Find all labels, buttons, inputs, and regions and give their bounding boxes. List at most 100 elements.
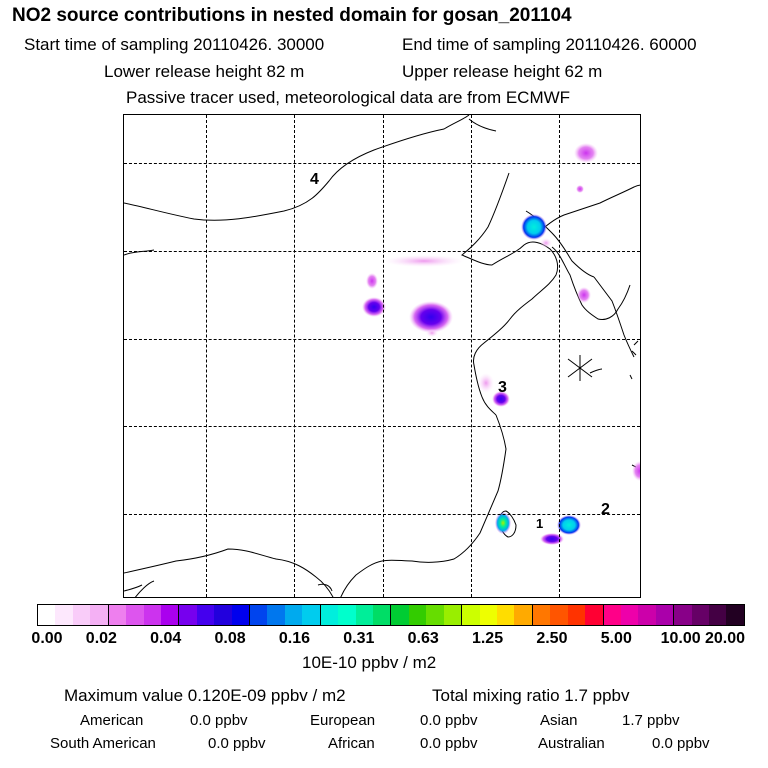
plume-east-taiwan-a bbox=[557, 515, 581, 535]
island-ryukyu-d bbox=[633, 340, 639, 346]
australian-value: 0.0 ppbv bbox=[652, 735, 710, 752]
colorbar-unit: 10E-10 ppbv / m2 bbox=[302, 653, 437, 672]
gridline-v5 bbox=[559, 115, 560, 597]
coast-northeast bbox=[533, 184, 640, 238]
colorbar-swatch bbox=[496, 605, 515, 625]
colorbar-swatch bbox=[214, 605, 232, 625]
african-value: 0.0 ppbv bbox=[420, 735, 478, 752]
upper-release-height: Upper release height 62 m bbox=[402, 62, 603, 81]
border-vn bbox=[124, 584, 143, 592]
coast-korea-peninsula bbox=[593, 276, 635, 358]
south-american-value: 0.0 ppbv bbox=[208, 735, 266, 752]
colorbar-swatch bbox=[90, 605, 109, 625]
colorbar-swatch bbox=[196, 605, 215, 625]
concentration-plumes bbox=[362, 143, 640, 545]
plume-northeast bbox=[521, 214, 547, 240]
receptor-star-icon bbox=[567, 355, 593, 381]
tracer-note: Passive tracer used, meteorological data… bbox=[126, 88, 571, 107]
colorbar-swatch bbox=[674, 605, 692, 625]
american-label: American bbox=[80, 712, 144, 729]
gridline-h5 bbox=[124, 514, 640, 515]
gridline-v4 bbox=[471, 115, 472, 597]
lower-release-height: Lower release height 82 m bbox=[104, 62, 305, 81]
colorbar-swatch bbox=[426, 605, 444, 625]
plume-north bbox=[574, 143, 598, 163]
colorbar-swatch bbox=[126, 605, 144, 625]
european-label: European bbox=[310, 712, 376, 729]
plume-center-tail bbox=[426, 329, 438, 337]
coast-japan bbox=[589, 368, 603, 374]
colorbar-swatch bbox=[302, 605, 321, 625]
colorbar-swatch bbox=[72, 605, 91, 625]
border-south-a bbox=[124, 548, 334, 597]
coast-bohai bbox=[461, 172, 559, 416]
colorbar-tick-label: 0.63 bbox=[407, 630, 439, 647]
plume-ne-tail bbox=[540, 238, 552, 248]
colorbar-swatch bbox=[373, 605, 392, 625]
gridline-h4 bbox=[124, 426, 640, 427]
colorbar-swatch bbox=[603, 605, 621, 625]
colorbar-swatch bbox=[231, 605, 251, 625]
colorbar-swatch bbox=[532, 605, 551, 625]
colorbar-tick-label: 2.50 bbox=[536, 630, 568, 647]
colorbar-swatch bbox=[655, 605, 675, 625]
map-label-1: 1 bbox=[536, 516, 544, 531]
border-manchuria bbox=[468, 118, 497, 132]
colorbar-tick-label: 0.04 bbox=[150, 630, 182, 647]
colorbar-swatch bbox=[408, 605, 427, 625]
plume-coastal bbox=[492, 391, 510, 407]
border-mongolia bbox=[124, 115, 470, 221]
colorbar-swatch bbox=[514, 605, 533, 625]
colorbar-swatch bbox=[179, 605, 197, 625]
plume-center-pale bbox=[384, 255, 464, 267]
south-american-label: South American bbox=[50, 735, 156, 752]
end-time: End time of sampling 20110426. 60000 bbox=[402, 35, 697, 54]
island-ryukyu-b bbox=[629, 374, 633, 380]
colorbar-swatch bbox=[709, 605, 727, 625]
map-panel: 4 3 2 1 bbox=[123, 114, 641, 598]
colorbar-swatch bbox=[160, 605, 180, 625]
total-mixing-ratio: Total mixing ratio 1.7 ppbv bbox=[432, 686, 630, 705]
map-label-3: 3 bbox=[498, 379, 507, 396]
plume-center-left bbox=[362, 297, 386, 317]
colorbar-swatch bbox=[479, 605, 497, 625]
start-time: Start time of sampling 20110426. 30000 bbox=[24, 35, 325, 54]
plume-center-dot bbox=[366, 273, 378, 289]
colorbar-swatch bbox=[38, 605, 56, 625]
gridline-v3 bbox=[383, 115, 384, 597]
colorbar-swatch bbox=[143, 605, 161, 625]
colorbar-tick-label: 5.00 bbox=[600, 630, 632, 647]
map-label-2: 2 bbox=[601, 501, 610, 518]
map-label-4: 4 bbox=[310, 171, 319, 188]
colorbar-tick-label: 0.16 bbox=[278, 630, 311, 647]
gridline-h2 bbox=[124, 251, 640, 252]
colorbar-tick-label: 1.25 bbox=[471, 630, 504, 647]
colorbar-swatch bbox=[691, 605, 710, 625]
asian-label: Asian bbox=[540, 712, 578, 729]
plume-north-small bbox=[576, 185, 584, 193]
colorbar-swatch bbox=[391, 605, 409, 625]
island-hainan bbox=[317, 583, 333, 592]
colorbar-tick-label: 0.08 bbox=[214, 630, 246, 647]
colorbar-swatch bbox=[320, 605, 339, 625]
colorbar-swatch bbox=[567, 605, 586, 625]
max-value: Maximum value 0.120E-09 ppbv / m2 bbox=[64, 686, 346, 705]
island-ryukyu-a bbox=[631, 350, 637, 356]
colorbar-swatch bbox=[585, 605, 604, 625]
australian-label: Australian bbox=[538, 735, 605, 752]
asian-value: 1.7 ppbv bbox=[622, 712, 680, 729]
colorbar-swatch bbox=[443, 605, 463, 625]
colorbar-swatch bbox=[638, 605, 656, 625]
map-canvas bbox=[124, 115, 640, 597]
colorbar-tick-label: 20.00 bbox=[704, 630, 746, 647]
coast-korea bbox=[551, 246, 631, 320]
colorbar-swatch bbox=[55, 605, 73, 625]
european-value: 0.0 ppbv bbox=[420, 712, 478, 729]
colorbar-swatch bbox=[108, 605, 127, 625]
colorbar-tick-label: 0.31 bbox=[343, 630, 375, 647]
plume-center bbox=[409, 301, 453, 333]
colorbar-swatch bbox=[284, 605, 303, 625]
colorbar-swatch bbox=[267, 605, 285, 625]
colorbar-tick-label: 10.00 bbox=[660, 630, 701, 647]
colorbar-swatch bbox=[620, 605, 639, 625]
